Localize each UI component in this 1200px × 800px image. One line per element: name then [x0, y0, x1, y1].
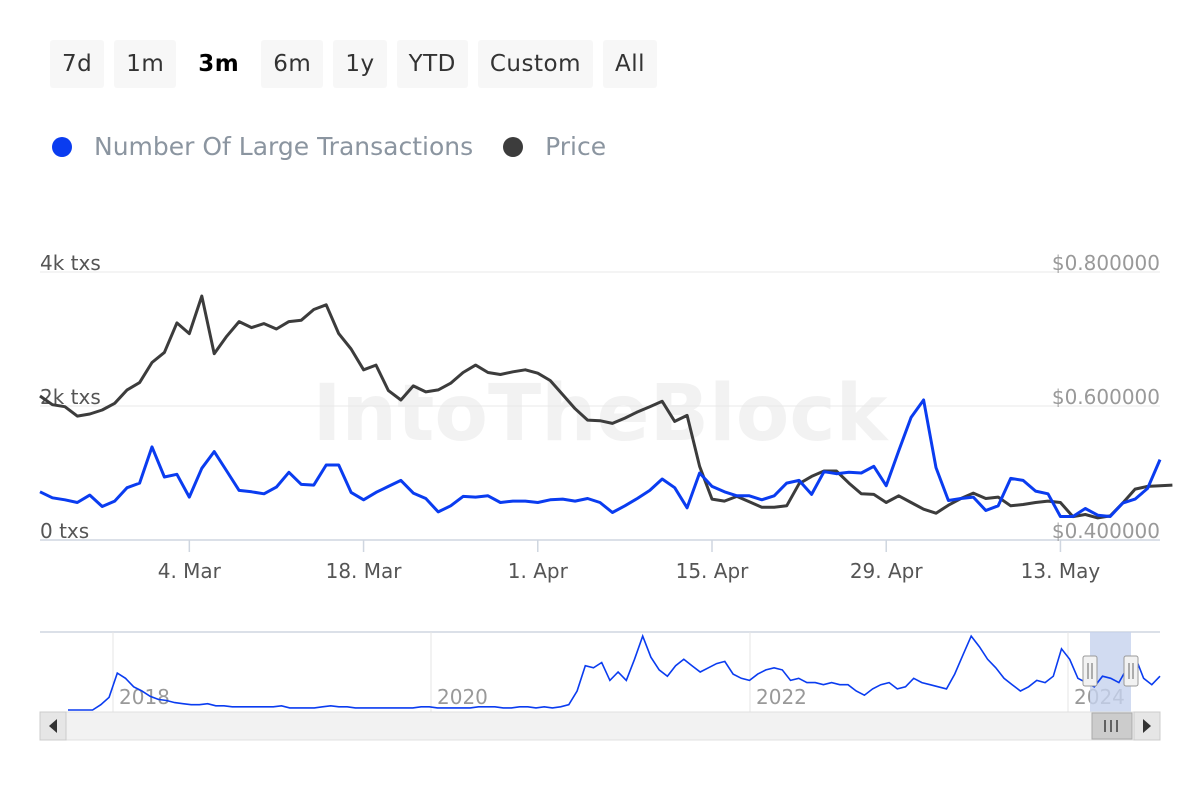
chart-legend: Number Of Large Transactions Price — [52, 132, 606, 161]
navigator[interactable]: 2018202020222024 — [40, 631, 1161, 712]
range-button-1m[interactable]: 1m — [114, 40, 177, 88]
watermark: IntoTheBlock — [313, 369, 890, 459]
right-y-axis: $0.400000 $0.600000 $0.800000 — [1052, 251, 1160, 543]
x-axis-tick-label: 1. Apr — [508, 559, 569, 583]
range-button-1y[interactable]: 1y — [333, 40, 387, 88]
x-axis-tick-label: 29. Apr — [850, 559, 924, 583]
legend-label-large-transactions: Number Of Large Transactions — [94, 132, 474, 161]
right-axis-tick-label: $0.800000 — [1052, 251, 1160, 275]
series-lines — [39, 294, 1173, 520]
navigator-year-label: 2022 — [756, 685, 807, 709]
left-axis-tick-label: 4k txs — [40, 251, 101, 275]
left-y-axis: 0 txs 2k txs 4k txs — [40, 251, 101, 543]
left-axis-tick-label: 0 txs — [40, 519, 89, 543]
series-line-price — [39, 294, 1173, 520]
right-axis-tick-label: $0.400000 — [1052, 519, 1160, 543]
x-axis-tick-label: 15. Apr — [676, 559, 750, 583]
series-line-large-transactions — [39, 398, 1162, 518]
navigator-right-handle[interactable] — [1123, 655, 1139, 687]
range-button-all[interactable]: All — [603, 40, 658, 88]
grid-lines — [40, 271, 1160, 541]
chevron-left-icon — [49, 719, 57, 733]
x-axis-tick-label: 13. May — [1021, 559, 1101, 583]
legend-dot-price — [503, 136, 524, 157]
range-button-ytd[interactable]: YTD — [396, 40, 468, 88]
x-axis-tick-label: 18. Mar — [326, 559, 403, 583]
scrollbar-track[interactable] — [39, 711, 1161, 741]
range-button-custom[interactable]: Custom — [477, 40, 593, 88]
range-selector: 7d 1m 3m 6m 1y YTD Custom All — [50, 40, 658, 88]
navigator-year-label: 2020 — [437, 685, 488, 709]
right-axis-tick-label: $0.600000 — [1052, 385, 1160, 409]
x-axis-tick-label: 4. Mar — [158, 559, 222, 583]
navigator-series-line — [68, 633, 1161, 711]
legend-item-price[interactable]: Price — [503, 132, 606, 161]
left-axis-tick-label: 2k txs — [40, 385, 101, 409]
navigator-year-label: 2018 — [119, 685, 170, 709]
navigator-left-handle[interactable] — [1082, 655, 1098, 687]
legend-label-price: Price — [545, 132, 607, 161]
chevron-right-icon — [1143, 719, 1151, 733]
x-axis: 4. Mar 18. Mar 1. Apr 15. Apr 29. Apr 13. May — [158, 540, 1101, 583]
scrollbar-thumb[interactable] — [1091, 712, 1133, 740]
scrollbar[interactable] — [39, 711, 1161, 741]
range-button-3m[interactable]: 3m — [186, 40, 252, 88]
legend-dot-large-transactions — [52, 136, 72, 157]
range-button-6m[interactable]: 6m — [261, 40, 324, 88]
range-button-7d[interactable]: 7d — [50, 40, 105, 88]
legend-item-large-transactions[interactable]: Number Of Large Transactions — [52, 132, 473, 161]
